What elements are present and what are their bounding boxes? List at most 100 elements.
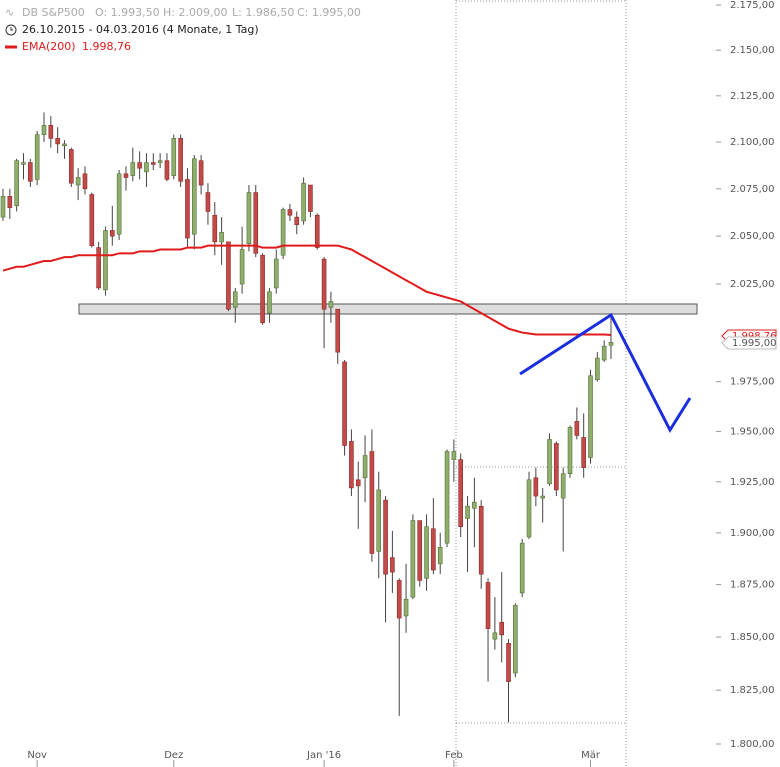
plot-area (0, 112, 614, 723)
y-tick-label: 1.925,00 (730, 477, 775, 488)
candle-body (383, 499, 388, 575)
y-tick-label: 1.950,00 (730, 426, 775, 437)
candle-body (14, 160, 19, 207)
candle-body (287, 209, 293, 216)
y-tick-label: 1.975,00 (730, 377, 775, 388)
candle-body (314, 214, 320, 248)
candle-body (0, 196, 6, 218)
candle-body (588, 375, 593, 458)
candle-body (526, 479, 532, 538)
ohlc-high: H: 2.009,00 (163, 6, 227, 19)
y-tick-label: 1.825,00 (730, 685, 775, 696)
candle-body (376, 489, 382, 552)
clock-hand (10, 27, 13, 31)
candle-body (444, 451, 450, 544)
candle-body (472, 501, 477, 509)
candle-body (369, 451, 375, 554)
candle-body (342, 361, 347, 446)
x-tick-label: Nov (27, 750, 47, 761)
candle-body (116, 173, 122, 235)
candle-body (62, 143, 67, 147)
candle-body (595, 357, 600, 381)
candle-body (321, 258, 327, 310)
candle-body (308, 184, 313, 212)
candle-body (7, 196, 13, 208)
candle-body (492, 632, 498, 640)
candle-body (499, 621, 504, 636)
y-tick-label: 2.175,00 (730, 0, 775, 11)
candle-body (28, 162, 33, 182)
candle-body (478, 505, 484, 575)
candle-body (239, 249, 245, 285)
candle-body (246, 192, 252, 245)
candle-body (75, 177, 81, 186)
candle-body (567, 427, 573, 475)
date-range: 26.10.2015 - 04.03.2016 (4 Monate, 1 Tag… (22, 23, 259, 36)
candle-body (137, 162, 142, 169)
candle-body (533, 477, 539, 497)
candle-body (437, 546, 443, 565)
candle-body (191, 158, 197, 235)
y-tick-label: 2.125,00 (730, 91, 775, 102)
y-tick-label: 2.050,00 (730, 231, 775, 242)
x-tick-label: Jan '16 (306, 750, 341, 761)
ohlc-open: O: 1.993,50 (95, 6, 160, 19)
candle-body (301, 182, 306, 222)
candle-body (390, 557, 395, 573)
ohlc-low: L: 1.986,50 (232, 6, 294, 19)
candle-body (410, 520, 416, 598)
x-tick-label: Feb (445, 750, 463, 761)
candle-body (144, 162, 149, 173)
candle-body (396, 580, 402, 619)
ema-legend-label: EMA(200) (22, 40, 76, 53)
candle-body (219, 232, 224, 243)
candle-body (547, 439, 552, 485)
candle-body (123, 173, 129, 178)
candle-body (110, 230, 115, 237)
candle-body (260, 254, 265, 324)
candle-body (157, 160, 163, 163)
candle-body (226, 241, 231, 310)
candle-body (431, 528, 436, 571)
candle-body (355, 479, 361, 487)
y-tick-label: 1.800,00 (730, 739, 775, 750)
candle-body (294, 216, 300, 226)
candle-body (608, 342, 614, 346)
candle-body (403, 598, 409, 617)
ema-line (2, 244, 612, 336)
candle-body (424, 526, 429, 579)
y-tick-label: 2.025,00 (730, 279, 775, 290)
candle-body (540, 495, 545, 499)
candle-body (328, 301, 334, 308)
candle-body (560, 473, 566, 499)
candle-body (21, 162, 26, 165)
candle-body (581, 437, 586, 468)
candle-body (103, 230, 108, 291)
candle-body (34, 134, 40, 180)
candle-body (89, 194, 95, 246)
candle-body (485, 582, 491, 629)
candle-body (55, 138, 60, 145)
candle-body (513, 605, 518, 674)
candle-body (150, 162, 156, 165)
candle-body (171, 138, 177, 176)
drawn-projection (519, 312, 692, 434)
candle-body (48, 125, 54, 139)
candle-body (164, 160, 170, 180)
last-price-flag (721, 336, 777, 350)
candle-body (417, 520, 423, 581)
y-tick-label: 1.850,00 (730, 632, 775, 643)
support-zone (78, 303, 698, 315)
candle-body (178, 138, 183, 182)
candle-body (69, 149, 74, 184)
y-tick-label: 1.900,00 (730, 528, 775, 539)
candle-body (212, 214, 218, 243)
y-tick-label: 2.150,00 (730, 45, 775, 56)
candle-body (253, 192, 259, 254)
candle-body (601, 345, 607, 361)
candle-body (185, 179, 190, 239)
candle-body (41, 125, 47, 135)
candle-body (273, 258, 279, 289)
candle-body (362, 455, 368, 479)
